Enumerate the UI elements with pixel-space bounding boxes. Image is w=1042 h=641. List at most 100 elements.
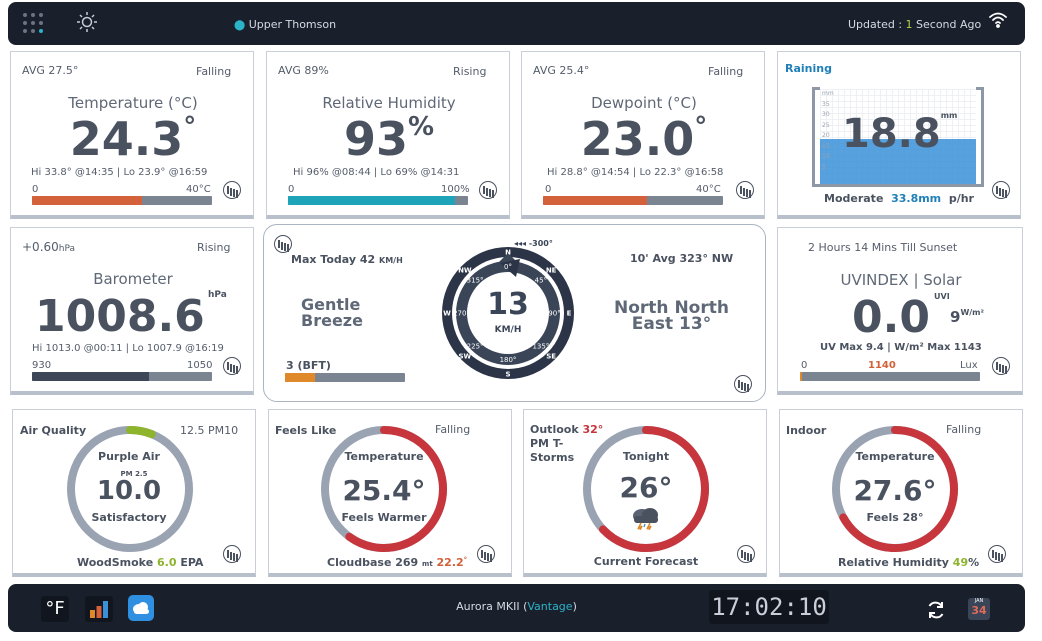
temperature-bar [32, 196, 212, 205]
rain-card[interactable]: Raining mm 35 30 25 20 15 10 5 18.8mm Moderate … [777, 51, 1021, 219]
humidity-card[interactable]: AVG 89% Rising Relative Humidity 93% Hi … [266, 51, 510, 219]
compass-degree-6: 270° [453, 310, 470, 318]
indoor-trend: Falling [946, 423, 982, 436]
temperature-value: 24.3° [69, 112, 197, 166]
barometer-unit: hPa [208, 290, 227, 300]
outlook-arc [598, 426, 709, 552]
updated-status: Updated : 1 Second Ago [848, 18, 982, 31]
dewpoint-bar-fill [543, 196, 648, 205]
air-value: 10.0 [96, 476, 162, 506]
compass-degree-1: 45° [535, 277, 547, 285]
uv-unit: UVI [934, 292, 950, 301]
uv-bar [800, 372, 980, 381]
refresh-icon[interactable] [926, 600, 946, 624]
uv-bar-max: Lux [960, 360, 978, 371]
rain-gauge-right-wall [976, 87, 984, 187]
temperature-bar-min: 0 [32, 184, 39, 195]
indoor-value: 27.6° [853, 474, 937, 507]
barometer-value: 1008.6 [35, 291, 205, 342]
chart-icon[interactable] [737, 545, 755, 563]
rain-gauge-left-wall [812, 87, 820, 187]
uv-card[interactable]: 2 Hours 14 Mins Till Sunset UVINDEX | So… [777, 227, 1023, 395]
chart-icon[interactable] [223, 181, 241, 199]
indoor-arc [839, 426, 958, 552]
chart-icon[interactable] [223, 357, 241, 375]
indoor-card[interactable]: Indoor Falling Temperature 27.6° Feels 2… [779, 409, 1023, 577]
feels-like-card[interactable]: Feels Like Falling Temperature 25.4° Fee… [268, 409, 512, 577]
indoor-ring [832, 426, 958, 552]
barometer-bar [32, 372, 212, 381]
brightness-icon[interactable] [76, 11, 98, 33]
chart-icon[interactable] [736, 181, 754, 199]
compass-point-n: N [505, 249, 511, 257]
compass-degree-7: 315° [467, 277, 484, 285]
dewpoint-trend: Falling [708, 65, 744, 78]
chart-icon[interactable] [223, 545, 241, 563]
chart-icon[interactable] [988, 545, 1006, 563]
weather-cloud-icon[interactable] [128, 595, 154, 621]
barometer-change: +0.60hPa [22, 240, 76, 254]
compass-degree-0: 0° [504, 263, 512, 271]
wind-bft-label: 3 (BFT) [286, 359, 331, 372]
wind-bft-bar [285, 373, 405, 382]
air-pm10: 12.5 PM10 [180, 424, 239, 437]
location[interactable]: ⬤ Upper Thomson [234, 18, 336, 31]
wind-card[interactable]: Max Today 42 KM/H 10' Avg 323° NW Gentle… [263, 224, 766, 402]
apps-grid-icon[interactable] [22, 12, 44, 34]
charts-icon[interactable] [85, 596, 113, 622]
compass-point-e: E [567, 310, 572, 318]
compass-point-s: S [505, 371, 510, 379]
outlook-card[interactable]: Outlook 32° PM T- Storms Tonight 26° Curr… [523, 409, 767, 577]
barometer-title: Barometer [93, 270, 173, 288]
sunset-countdown: 2 Hours 14 Mins Till Sunset [808, 241, 958, 254]
outlook-ring [583, 426, 709, 552]
station-title: Aurora MKII (Vantage) [456, 600, 577, 613]
chart-icon[interactable] [274, 235, 292, 253]
solar-value: 9W/m² [950, 308, 985, 326]
chart-icon[interactable] [992, 181, 1010, 199]
dewpoint-value: 23.0° [580, 112, 708, 166]
indoor-ring-top: Temperature [855, 450, 935, 463]
chart-icon[interactable] [477, 545, 495, 563]
dewpoint-hilo: Hi 28.8° @14:54 | Lo 22.3° @16:58 [547, 167, 724, 178]
unit-toggle-button[interactable]: °F [41, 596, 69, 622]
dewpoint-title: Dewpoint (°C) [591, 94, 697, 112]
uv-bar-fill [800, 372, 802, 381]
calendar-icon[interactable]: JAN 34 [968, 598, 990, 620]
thunderstorm-icon [630, 506, 662, 534]
humidity-bar-max: 100% [441, 184, 470, 195]
rain-water-fill [820, 139, 976, 184]
outlook-ring-top: Tonight [622, 450, 670, 463]
humidity-value: 93% [343, 112, 435, 166]
feels-like-title: Feels Like [275, 424, 337, 437]
uv-value: 0.0 [852, 292, 930, 343]
temperature-card[interactable]: AVG 27.5° Falling Temperature (°C) 24.3°… [10, 51, 254, 219]
dewpoint-bar-min: 0 [545, 184, 552, 195]
air-quality-card[interactable]: Air Quality 12.5 PM10 Purple Air PM 2.5 … [12, 409, 256, 577]
compass-degree-3: 135° [532, 342, 549, 350]
chart-icon[interactable] [479, 181, 497, 199]
humidity-bar-fill [288, 196, 456, 205]
chart-icon[interactable] [734, 375, 752, 393]
feels-like-arc [345, 426, 447, 552]
vantage-link[interactable]: Vantage [527, 600, 573, 613]
bottom-bar: °F Aurora MKII (Vantage) 17:02:10 JAN 34 [8, 584, 1025, 632]
air-quality-ring [67, 426, 193, 552]
wind-description: Gentle Breeze [301, 295, 363, 330]
dewpoint-card[interactable]: AVG 25.4° Falling Dewpoint (°C) 23.0° Hi… [521, 51, 765, 219]
outlook-title: Outlook 32° PM T- Storms [530, 423, 604, 464]
compass-point-sw: SW [458, 353, 471, 361]
temperature-hilo: Hi 33.8° @14:35 | Lo 23.9° @16:59 [31, 167, 208, 178]
barometer-trend: Rising [197, 241, 231, 254]
outlook-value: 26° [619, 471, 673, 504]
barometer-card[interactable]: +0.60hPa Rising Barometer 1008.6 hPa Hi … [10, 227, 254, 395]
indoor-status: Feels 28° [866, 511, 924, 524]
air-ring-top: Purple Air [98, 450, 160, 463]
wind-arrow-label: ◂◂◂ -300° [514, 239, 553, 248]
wind-speed-unit: KM/H [494, 325, 522, 335]
uv-bar-min: 0 [801, 360, 808, 371]
compass-point-nw: NW [458, 266, 472, 274]
temperature-bar-max: 40°C [186, 184, 211, 195]
chart-icon[interactable] [992, 357, 1010, 375]
humidity-bar-min: 0 [288, 184, 295, 195]
